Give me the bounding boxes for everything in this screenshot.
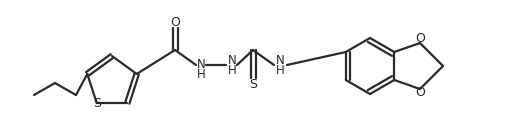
- Text: H: H: [196, 68, 205, 82]
- Text: H: H: [275, 65, 284, 78]
- Text: H: H: [228, 65, 236, 78]
- Text: O: O: [415, 32, 425, 45]
- Text: S: S: [93, 97, 101, 110]
- Text: N: N: [228, 55, 236, 68]
- Text: N: N: [196, 59, 205, 72]
- Text: S: S: [249, 78, 257, 92]
- Text: O: O: [170, 16, 180, 28]
- Text: N: N: [275, 55, 284, 68]
- Text: O: O: [415, 86, 425, 99]
